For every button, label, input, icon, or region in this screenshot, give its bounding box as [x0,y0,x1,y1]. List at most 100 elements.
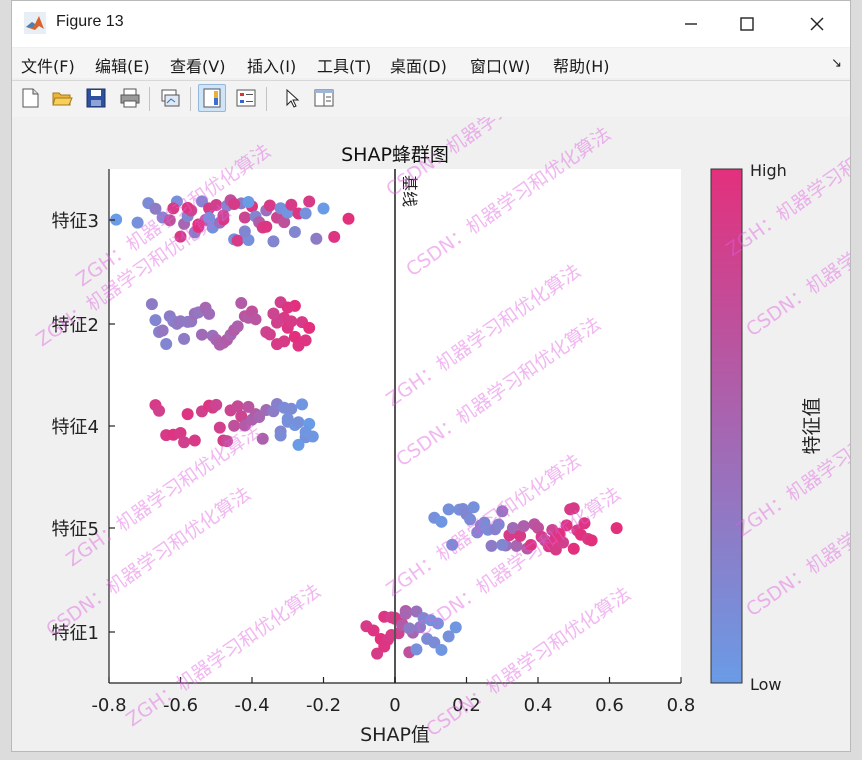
shap-point [464,513,477,526]
cursor-arrow-icon [286,88,300,108]
menu-help[interactable]: 帮助(H) [553,57,610,76]
y-tick-label: 特征1 [52,623,99,644]
new-file-icon [22,88,39,108]
shap-point [532,521,544,534]
shap-point [299,207,312,220]
toolbar [12,80,850,118]
shap-point [367,624,380,637]
minimize-button[interactable] [668,1,714,47]
shap-point [167,202,180,215]
maximize-button[interactable] [724,1,770,47]
shap-point [303,321,316,334]
close-icon [810,17,824,31]
shap-point [217,209,230,222]
shap-point [446,538,459,551]
shap-point [220,435,233,448]
shap-point [263,328,276,341]
link-plot-button[interactable] [156,84,184,112]
shap-point [549,531,562,544]
save-figure-button[interactable] [82,84,110,112]
toolbar-separator [149,87,150,111]
property-inspector-button[interactable] [310,84,338,112]
shap-point [156,324,169,337]
colorbar-high-label: High [750,161,787,180]
shap-point [278,335,291,348]
printer-icon [120,88,140,108]
shap-point [174,427,187,440]
legend-icon [236,89,256,107]
shap-point [578,517,591,530]
dock-arrow-icon[interactable]: ↘ [831,56,842,71]
baseline-label: 基线 [400,175,419,207]
shap-point [181,408,194,421]
shap-point [435,643,448,656]
menu-edit[interactable]: 编辑(E) [95,57,150,76]
new-figure-button[interactable] [16,84,44,112]
shap-point [442,503,455,516]
shap-point [342,212,355,225]
shap-point [153,404,166,417]
shap-point [231,320,244,333]
menu-bar: 文件(F) 编辑(E) 查看(V) 插入(I) 工具(T) 桌面(D) 窗口(W… [12,48,850,78]
shap-point [249,313,262,326]
menu-insert[interactable]: 插入(I) [247,57,297,76]
shap-point [428,636,441,649]
shap-point [410,643,423,656]
shap-point [510,539,523,552]
shap-point [235,297,248,310]
maximize-icon [740,17,754,31]
select-arrow-button[interactable] [278,84,306,112]
shap-point [431,617,444,630]
shap-point [478,519,491,532]
save-disk-icon [86,88,106,108]
shap-point [181,201,194,214]
x-tick-label: 0.8 [667,695,696,716]
shap-point [567,542,580,555]
menu-tools[interactable]: 工具(T) [317,57,372,76]
colorbar-icon [203,88,221,108]
shap-point [310,232,323,245]
shap-point [496,505,509,518]
open-file-button[interactable] [48,84,76,112]
shap-point [288,226,301,239]
shap-point [210,198,223,211]
colorbar-label: 特征值 [801,397,823,454]
shap-point [285,402,298,415]
shap-point [149,314,162,327]
shap-point [188,434,201,447]
shap-point [271,316,284,329]
scatter-points [110,194,623,660]
shap-point [278,216,291,229]
menu-view[interactable]: 查看(V) [170,57,226,76]
shap-beeswarm-chart[interactable]: 基线 -0.8 -0.6 -0.4 -0.2 0 0.2 0.4 0.6 0.8 特征3特征2特… [12,43,862,751]
shap-point [288,330,301,343]
x-tick-label: 0.4 [524,695,553,716]
print-figure-button[interactable] [116,84,144,112]
x-axis-label: SHAP值 [360,724,430,746]
x-tick-label: -0.4 [234,695,269,716]
y-tick-label: 特征5 [52,519,99,540]
shap-point [203,211,216,224]
shap-point [195,328,208,341]
shap-point [228,197,241,210]
colorbar[interactable] [710,168,743,684]
insert-legend-button[interactable] [232,84,260,112]
shap-point [210,398,223,411]
y-tick-label: 特征4 [52,417,99,438]
shap-point [292,416,305,429]
shap-point [235,410,248,423]
colormap-editor-button[interactable] [198,84,226,112]
menu-desktop[interactable]: 桌面(D) [390,57,447,76]
shap-point [299,426,312,439]
close-button[interactable] [794,1,840,47]
shap-point [303,195,316,208]
shap-point [178,436,191,449]
x-tick-label: -0.2 [306,695,341,716]
shap-point [399,607,412,620]
x-ticks: -0.8 -0.6 -0.4 -0.2 0 0.2 0.4 0.6 0.8 [91,677,695,716]
menu-window[interactable]: 窗口(W) [470,57,531,76]
shap-point [256,432,269,445]
shap-point [274,429,287,442]
menu-file[interactable]: 文件(F) [21,57,75,76]
shap-point [449,621,462,634]
